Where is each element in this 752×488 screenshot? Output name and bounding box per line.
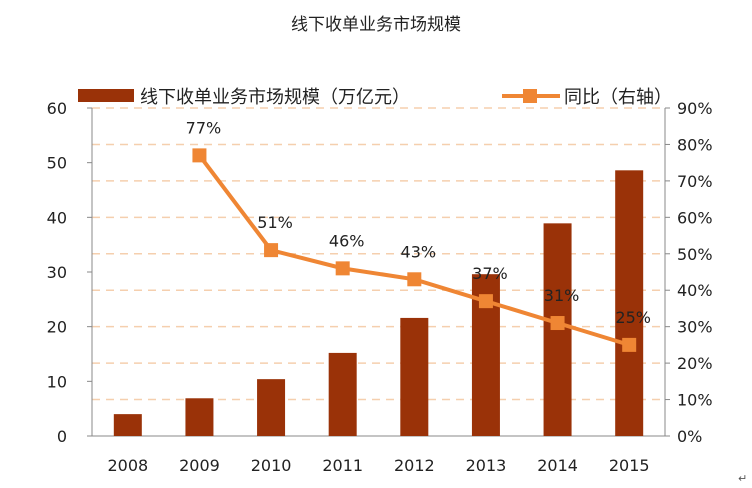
legend-line-marker	[523, 89, 537, 103]
right-tick-label: 60%	[677, 208, 713, 227]
line-marker	[335, 261, 350, 276]
data-label: 25%	[615, 308, 651, 327]
data-label: 43%	[401, 242, 437, 261]
data-label: 77%	[186, 118, 222, 137]
left-tick-label: 0	[57, 427, 67, 446]
legend-line-label: 同比（右轴）	[564, 87, 672, 108]
legend-bar-swatch	[78, 89, 134, 102]
bar	[113, 414, 142, 436]
bar	[400, 317, 429, 436]
line-marker	[264, 243, 279, 258]
x-tick-label: 2013	[466, 456, 507, 475]
x-tick-label: 2008	[107, 456, 148, 475]
data-label: 37%	[472, 264, 508, 283]
data-label: 46%	[329, 231, 365, 250]
right-tick-label: 40%	[677, 281, 713, 300]
right-tick-label: 20%	[677, 354, 713, 373]
line-marker	[478, 294, 493, 309]
x-tick-label: 2014	[537, 456, 578, 475]
bar	[257, 379, 286, 436]
right-tick-label: 0%	[677, 427, 702, 446]
left-tick-label: 30	[47, 263, 67, 282]
line-marker	[622, 337, 637, 352]
line-marker	[192, 148, 207, 163]
right-tick-label: 70%	[677, 172, 713, 191]
left-tick-label: 10	[47, 372, 67, 391]
right-tick-label: 10%	[677, 391, 713, 410]
paragraph-mark: ↵	[738, 472, 748, 485]
x-tick-label: 2015	[609, 456, 650, 475]
line-marker	[550, 316, 565, 331]
x-tick-label: 2012	[394, 456, 435, 475]
left-tick-label: 20	[47, 318, 67, 337]
left-tick-label: 60	[47, 99, 67, 118]
right-tick-label: 50%	[677, 245, 713, 264]
chart-title: 线下收单业务市场规模	[291, 15, 461, 35]
bar	[185, 398, 214, 436]
bar	[328, 352, 357, 436]
right-tick-label: 90%	[677, 99, 713, 118]
left-tick-label: 40	[47, 208, 67, 227]
bar	[615, 170, 644, 436]
data-label: 31%	[544, 286, 580, 305]
data-label: 51%	[257, 213, 293, 232]
x-tick-label: 2011	[322, 456, 363, 475]
legend-bar-label: 线下收单业务市场规模（万亿元）	[140, 87, 410, 108]
right-tick-label: 30%	[677, 318, 713, 337]
right-tick-label: 80%	[677, 135, 713, 154]
x-tick-label: 2009	[179, 456, 220, 475]
x-tick-label: 2010	[251, 456, 292, 475]
line-marker	[407, 272, 422, 287]
left-tick-label: 50	[47, 154, 67, 173]
